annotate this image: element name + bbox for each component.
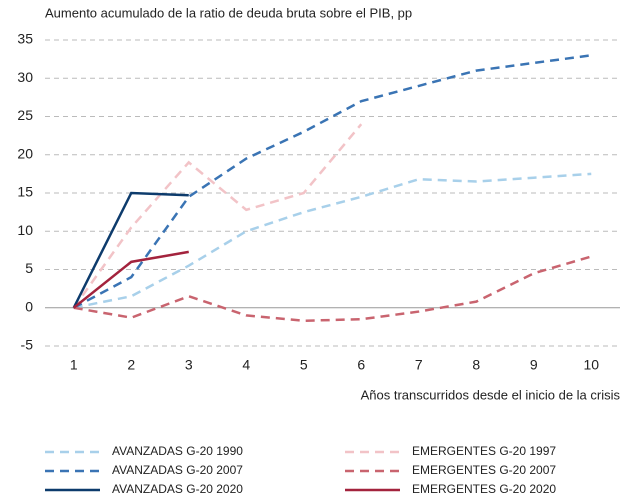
x-tick-label: 6 (357, 357, 365, 373)
y-tick-label: 25 (17, 107, 33, 123)
series-line (72, 123, 363, 309)
y-tick-label: 15 (17, 184, 33, 200)
series-line (73, 172, 592, 309)
y-tick-label: 10 (17, 222, 33, 238)
legend-label: EMERGENTES G-20 1997 (412, 444, 556, 458)
x-tick-label: 7 (415, 357, 423, 373)
legend-label: AVANZADAS G-20 1990 (112, 444, 243, 458)
x-tick-label: 9 (530, 357, 538, 373)
y-tick-label: 5 (25, 260, 33, 276)
legend-label: EMERGENTES G-20 2007 (412, 463, 556, 477)
series-line (72, 191, 189, 309)
y-tick-label: 0 (25, 298, 33, 314)
x-tick-label: 2 (127, 357, 135, 373)
x-axis-label: Años transcurridos desde el inicio de la… (361, 387, 621, 402)
series-line (73, 255, 592, 323)
x-tick-label: 4 (242, 357, 250, 373)
y-tick-label: 35 (17, 31, 33, 47)
y-tick-label: 20 (17, 145, 33, 161)
x-tick-label: 1 (70, 357, 78, 373)
x-tick-label: 10 (583, 357, 599, 373)
legend-label: AVANZADAS G-20 2020 (112, 482, 243, 496)
series-line (72, 250, 189, 309)
y-tick-label: -5 (21, 337, 34, 353)
legend-label: AVANZADAS G-20 2007 (112, 463, 243, 477)
legend-label: EMERGENTES G-20 2020 (412, 482, 556, 496)
x-tick-label: 8 (472, 357, 480, 373)
y-tick-label: 30 (17, 69, 33, 85)
chart-title: Aumento acumulado de la ratio de deuda b… (45, 5, 412, 20)
x-tick-label: 5 (300, 357, 308, 373)
x-tick-label: 3 (185, 357, 193, 373)
